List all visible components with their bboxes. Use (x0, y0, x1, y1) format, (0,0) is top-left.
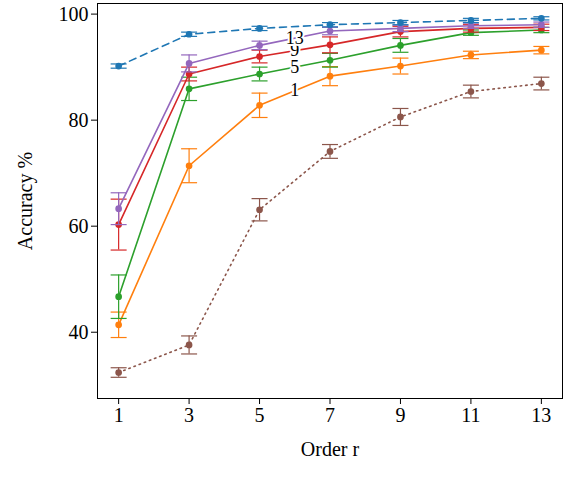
svg-text:13: 13 (286, 28, 304, 48)
svg-text:5: 5 (290, 56, 300, 77)
svg-text:7: 7 (325, 404, 335, 426)
svg-text:40: 40 (69, 321, 89, 343)
svg-text:3: 3 (184, 404, 194, 426)
svg-text:1: 1 (290, 80, 299, 100)
svg-text:9: 9 (395, 404, 405, 426)
svg-text:80: 80 (69, 109, 89, 131)
svg-text:13: 13 (531, 404, 551, 426)
svg-text:60: 60 (69, 215, 89, 237)
svg-text:Accuracy %: Accuracy % (14, 152, 37, 250)
svg-text:100: 100 (59, 3, 89, 25)
svg-text:5: 5 (255, 404, 265, 426)
svg-text:Order r: Order r (301, 438, 360, 460)
svg-text:11: 11 (461, 404, 480, 426)
svg-text:1: 1 (114, 404, 124, 426)
svg-text:9: 9 (290, 40, 300, 61)
